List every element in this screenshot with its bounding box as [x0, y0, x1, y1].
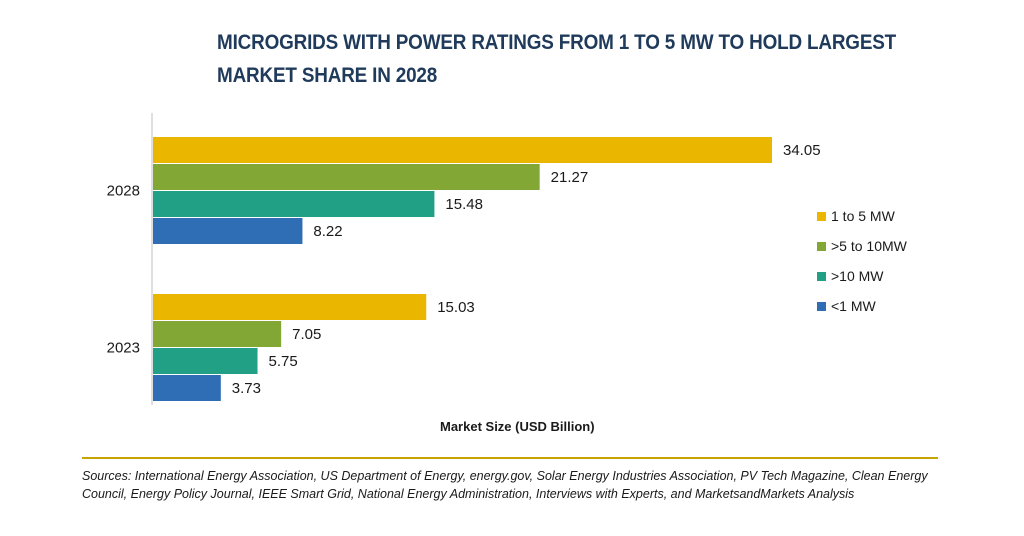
data-label-2023-3: 3.73 [232, 380, 261, 397]
legend-swatch [817, 301, 826, 311]
bar-2028-0 [153, 137, 772, 163]
x-axis-label: Market Size (USD Billion) [440, 419, 595, 434]
bar-2028-2 [153, 191, 435, 217]
legend-item-0: 1 to 5 MW [817, 208, 907, 224]
legend-item-1: >5 to 10MW [817, 238, 907, 254]
chart-legend: 1 to 5 MW >5 to 10MW >10 MW <1 MW [817, 208, 907, 328]
chart-title-line-2: MARKET SHARE IN 2028 [217, 64, 438, 87]
chart-title: MICROGRIDS WITH POWER RATINGS FROM 1 TO … [217, 26, 897, 92]
divider-line [82, 457, 938, 459]
legend-label: <1 MW [831, 298, 876, 314]
data-label-2028-2: 15.48 [445, 196, 483, 213]
category-label-2023: 2023 [107, 340, 140, 357]
sources-note: Sources: International Energy Associatio… [82, 469, 928, 501]
bar-2028-3 [153, 218, 303, 244]
data-label-2023-0: 15.03 [437, 299, 475, 316]
legend-label: 1 to 5 MW [831, 208, 895, 224]
chart-title-line-1: MICROGRIDS WITH POWER RATINGS FROM 1 TO … [217, 31, 897, 54]
data-label-2028-1: 21.27 [551, 169, 589, 186]
data-label-2028-3: 8.22 [313, 223, 342, 240]
bar-2023-0 [153, 294, 427, 320]
category-label-2028: 2028 [107, 183, 140, 200]
data-label-2023-2: 5.75 [269, 353, 298, 370]
legend-swatch [817, 271, 826, 281]
data-label-2023-1: 7.05 [292, 326, 321, 343]
legend-swatch [817, 211, 826, 221]
legend-item-3: <1 MW [817, 298, 907, 314]
bar-2028-1 [153, 164, 540, 190]
legend-item-2: >10 MW [817, 268, 907, 284]
bar-2023-1 [153, 321, 282, 347]
data-label-2028-0: 34.05 [783, 142, 821, 159]
legend-label: >5 to 10MW [831, 238, 907, 254]
legend-swatch [817, 241, 826, 251]
bar-2023-3 [153, 375, 221, 401]
bar-2023-2 [153, 348, 258, 374]
legend-label: >10 MW [831, 268, 884, 284]
